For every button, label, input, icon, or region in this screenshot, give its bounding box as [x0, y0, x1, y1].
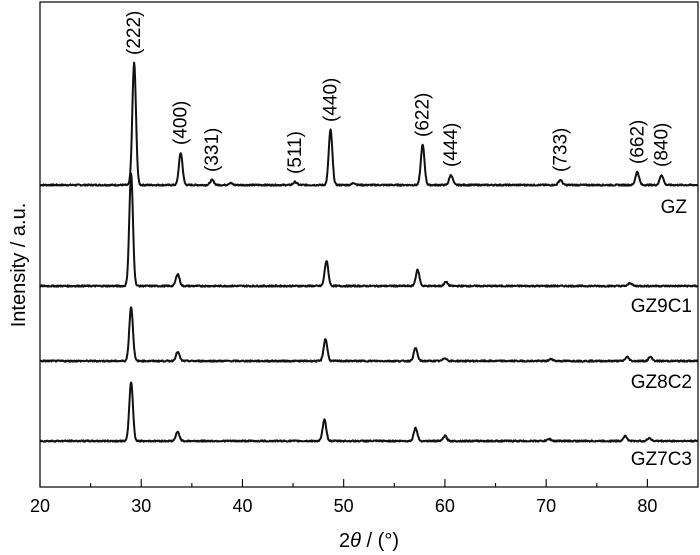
x-tick-label: 20	[30, 496, 50, 516]
x-axis-ticks: 20 30 40 50 60 70 80	[30, 479, 657, 516]
x-tick-label: 30	[131, 496, 151, 516]
x-tick-label: 50	[334, 496, 354, 516]
trace-gz8c2	[39, 306, 699, 363]
x-tick-label: 70	[536, 496, 556, 516]
peak-label: (440)	[321, 78, 342, 122]
peak-label: (662)	[627, 120, 648, 164]
series-label-gz: GZ	[661, 197, 688, 218]
peak-label: (511)	[285, 131, 306, 174]
peak-label: (444)	[441, 123, 462, 167]
peak-label: (400)	[171, 101, 192, 145]
trace-gz7c3	[39, 381, 699, 443]
series-label-gz9c1: GZ9C1	[631, 296, 692, 317]
peak-label: (222)	[124, 11, 145, 55]
peak-labels: (222) (400) (331) (511) (440) (622) (444) (733)…	[124, 11, 673, 174]
x-axis-label: 2θ / (°)	[339, 530, 399, 552]
trace-gz	[39, 61, 699, 187]
peak-label: (840)	[652, 123, 673, 167]
plot-frame	[39, 1, 699, 488]
x-tick-label: 60	[435, 496, 455, 516]
y-axis-label: Intensity / a.u.	[8, 203, 30, 328]
plot-border	[39, 1, 699, 488]
peak-label: (733)	[550, 128, 571, 172]
trace-gz9c1	[39, 172, 699, 288]
series-label-gz8c2: GZ8C2	[631, 372, 692, 393]
x-tick-label: 40	[232, 496, 252, 516]
x-tick-label: 80	[637, 496, 657, 516]
series-label-gz7c3: GZ7C3	[631, 449, 692, 470]
peak-label: (622)	[413, 93, 434, 137]
peak-label: (331)	[202, 128, 223, 172]
xrd-traces	[39, 61, 699, 443]
series-labels: GZ GZ9C1 GZ8C2 GZ7C3	[631, 197, 692, 470]
